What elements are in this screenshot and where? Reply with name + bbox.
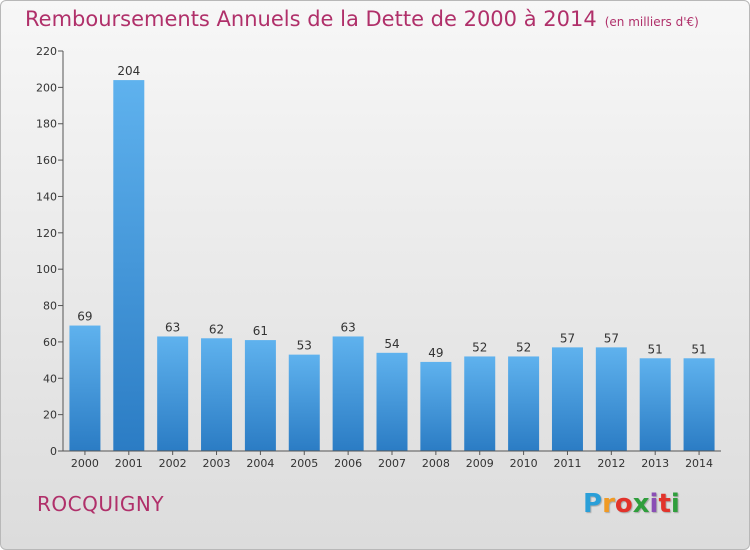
data-label: 53 [297,339,312,353]
y-tick-label: 220 [36,45,57,58]
bar [376,352,408,451]
y-tick-label: 120 [36,227,57,240]
bar [464,356,496,451]
chart-title-text: Remboursements Annuels de la Dette de 20… [25,7,597,31]
x-tick-label: 2008 [422,457,450,470]
y-tick-label: 200 [36,81,57,94]
bar [69,325,101,451]
data-label: 63 [340,320,355,334]
bar [420,361,452,451]
bar [595,347,627,451]
data-label: 63 [165,320,180,334]
logo-letter: P [583,489,603,519]
x-tick-label: 2003 [203,457,231,470]
bar-chart: 0 20 40 60 80 100 120 140 160 180 200 220 69 204 63 62… [36,45,721,470]
data-label: 51 [691,342,706,356]
x-tick-label: 2004 [246,457,274,470]
x-tick-label: 2012 [597,457,625,470]
data-label: 61 [253,324,268,338]
y-tick-label: 180 [36,118,57,131]
data-label: 52 [472,340,487,354]
bar [683,358,715,451]
data-label: 57 [604,331,619,345]
x-axis: 2000 2001 2002 2003 2004 2005 2006 2007 2008 2009… [63,450,721,470]
x-tick-label: 2010 [510,457,538,470]
bar [244,340,276,451]
y-tick-label: 140 [36,190,57,203]
x-tick-label: 2009 [466,457,494,470]
bar [332,336,364,451]
chart-subtitle: (en milliers d'€) [604,15,699,29]
x-tick-label: 2002 [159,457,187,470]
bar [157,336,189,451]
logo-letter: t [658,489,671,519]
logo-letter: i [670,489,680,519]
logo-letter: r [602,489,615,519]
y-tick-label: 40 [43,372,57,385]
y-tick-label: 80 [43,300,57,313]
bar [201,338,233,451]
data-label: 57 [560,331,575,345]
x-tick-label: 2005 [290,457,318,470]
data-label: 54 [384,337,399,351]
y-axis: 0 20 40 60 80 100 120 140 160 180 200 220 [36,45,64,458]
bar [113,80,145,451]
y-tick-label: 160 [36,154,57,167]
x-tick-label: 2014 [685,457,713,470]
y-tick-label: 60 [43,336,57,349]
bar [508,356,540,451]
x-tick-label: 2007 [378,457,406,470]
x-tick-label: 2006 [334,457,362,470]
logo-letter: i [649,489,659,519]
bar [551,347,583,451]
x-tick-label: 2013 [641,457,669,470]
x-tick-label: 2000 [71,457,99,470]
chart-title: Remboursements Annuels de la Dette de 20… [25,7,699,31]
data-label: 49 [428,346,443,360]
y-tick-label: 100 [36,263,57,276]
proxiti-logo: Proxiti [583,489,680,519]
data-label: 52 [516,340,531,354]
data-label: 62 [209,322,224,336]
data-label: 204 [117,64,140,78]
place-name: ROCQUIGNY [37,492,165,516]
x-tick-label: 2001 [115,457,143,470]
logo-letter: x [632,489,650,519]
logo-letter: o [614,489,633,519]
data-label: 69 [77,310,92,324]
bar [639,358,671,451]
y-tick-label: 20 [43,409,57,422]
bar [288,354,320,451]
y-tick-label: 0 [50,445,57,458]
bars-group: 69 204 63 62 61 53 63 54 49 52 52 57 57 51 51 [69,64,715,451]
data-label: 51 [648,342,663,356]
x-tick-label: 2011 [553,457,581,470]
